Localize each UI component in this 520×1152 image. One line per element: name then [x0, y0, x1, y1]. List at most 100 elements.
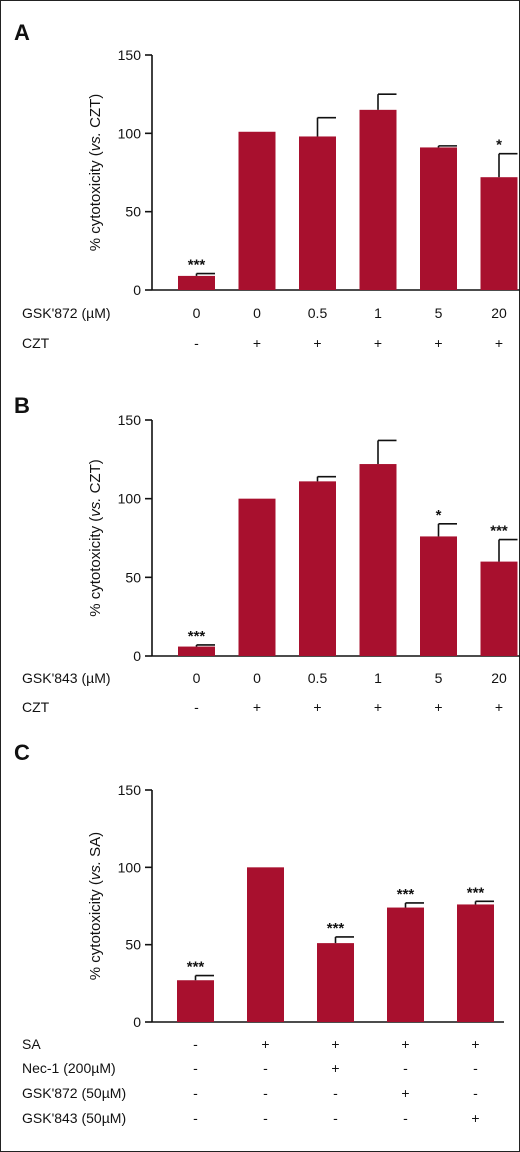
y-tick-label: 150 — [118, 47, 142, 63]
bar — [420, 147, 457, 290]
condition-value: + — [261, 1036, 269, 1052]
bar — [238, 498, 276, 656]
condition-label: CZT — [22, 699, 50, 715]
condition-value: + — [471, 1110, 479, 1126]
condition-value: + — [471, 1036, 479, 1052]
panel-letter: B — [14, 393, 30, 418]
condition-value: 0.5 — [308, 670, 328, 686]
y-tick-label: 100 — [118, 859, 142, 875]
condition-value: 20 — [491, 305, 507, 321]
panel-c: C 0 50 100 150 % cytotoxicity (vs. SA) *** *** *… — [14, 740, 504, 1126]
condition-value: + — [401, 1085, 409, 1101]
condition-value: - — [194, 335, 199, 351]
condition-value: 0 — [193, 305, 201, 321]
condition-value: - — [263, 1085, 268, 1101]
y-tick-label: 50 — [125, 569, 141, 585]
significance-label: * — [436, 507, 442, 524]
condition-value: - — [263, 1060, 268, 1076]
significance-label: *** — [188, 628, 206, 645]
bar — [480, 177, 518, 290]
condition-label: GSK'843 (50µM) — [22, 1110, 126, 1126]
y-tick-label: 50 — [125, 204, 141, 220]
condition-value: 0.5 — [308, 305, 328, 321]
significance-label: *** — [327, 920, 345, 937]
bar — [480, 561, 518, 656]
condition-value: - — [193, 1036, 198, 1052]
significance-label: *** — [467, 884, 485, 901]
condition-label: GSK'872 (µM) — [22, 305, 111, 321]
condition-value: + — [331, 1060, 339, 1076]
significance-label: * — [496, 137, 502, 154]
bar — [387, 907, 424, 1022]
condition-value: - — [473, 1085, 478, 1101]
condition-value: + — [401, 1036, 409, 1052]
y-tick-label: 100 — [118, 125, 142, 141]
bar — [359, 464, 397, 656]
y-axis-label: % cytotoxicity (vs. SA) — [87, 832, 104, 980]
panel-letter: A — [14, 20, 30, 45]
condition-value: 1 — [374, 305, 382, 321]
bar — [359, 109, 397, 290]
condition-value: - — [193, 1060, 198, 1076]
bar — [457, 904, 494, 1022]
bar — [177, 980, 214, 1022]
condition-value: + — [313, 335, 321, 351]
condition-value: - — [403, 1060, 408, 1076]
y-tick-label: 0 — [133, 1014, 141, 1030]
condition-value: + — [313, 699, 321, 715]
condition-value: + — [374, 335, 382, 351]
y-tick-label: 0 — [133, 648, 141, 664]
condition-value: - — [333, 1110, 338, 1126]
condition-value: 5 — [435, 305, 443, 321]
condition-value: + — [495, 699, 503, 715]
significance-label: *** — [188, 257, 206, 274]
condition-value: + — [434, 699, 442, 715]
condition-value: 5 — [435, 670, 443, 686]
condition-label: GSK'843 (µM) — [22, 670, 111, 686]
bar — [299, 136, 336, 290]
condition-value: + — [253, 335, 261, 351]
condition-label: CZT — [22, 335, 50, 351]
condition-value: - — [403, 1110, 408, 1126]
condition-value: - — [194, 699, 199, 715]
condition-value: 20 — [491, 670, 507, 686]
bar — [299, 481, 336, 656]
condition-value: + — [374, 699, 382, 715]
y-tick-label: 0 — [133, 282, 141, 298]
condition-value: - — [263, 1110, 268, 1126]
y-axis-label: % cytotoxicity (vs. CZT) — [87, 459, 104, 617]
significance-label: *** — [490, 523, 508, 540]
condition-label: Nec-1 (200µM) — [22, 1060, 116, 1076]
condition-value: + — [495, 335, 503, 351]
y-tick-label: 50 — [125, 937, 141, 953]
condition-value: - — [193, 1110, 198, 1126]
condition-value: - — [333, 1085, 338, 1101]
significance-label: *** — [187, 959, 205, 976]
bar — [317, 943, 354, 1022]
condition-label: SA — [22, 1036, 41, 1052]
condition-value: + — [434, 335, 442, 351]
condition-value: 0 — [193, 670, 201, 686]
bar — [178, 275, 215, 290]
significance-label: *** — [397, 886, 415, 903]
condition-value: 1 — [374, 670, 382, 686]
y-tick-label: 100 — [118, 491, 142, 507]
y-tick-label: 150 — [118, 412, 142, 428]
condition-value: + — [253, 699, 261, 715]
y-axis-label: % cytotoxicity (vs. CZT) — [87, 94, 104, 252]
condition-value: 0 — [253, 670, 261, 686]
panel-letter: C — [14, 740, 30, 765]
y-tick-label: 150 — [118, 782, 142, 798]
condition-value: + — [331, 1036, 339, 1052]
bar — [247, 867, 284, 1022]
condition-label: GSK'872 (50µM) — [22, 1085, 126, 1101]
bar — [178, 646, 215, 656]
condition-value: - — [473, 1060, 478, 1076]
bar — [420, 536, 457, 656]
condition-value: - — [193, 1085, 198, 1101]
bar — [238, 131, 276, 290]
condition-value: 0 — [253, 305, 261, 321]
